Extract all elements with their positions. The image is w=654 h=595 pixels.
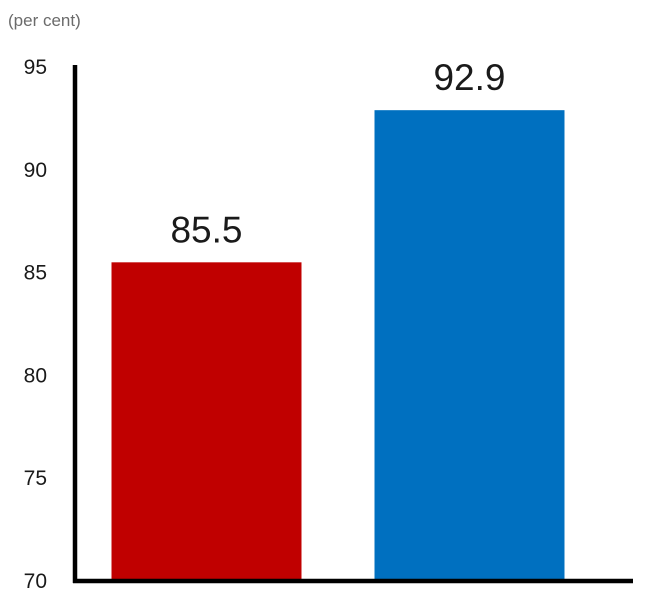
y-tick-label: 75 bbox=[24, 467, 47, 490]
y-tick-label: 90 bbox=[24, 159, 47, 182]
bar-1 bbox=[111, 262, 302, 579]
bar-value-label-2: 92.9 bbox=[433, 57, 505, 98]
y-axis-unit-label: (per cent) bbox=[8, 11, 81, 30]
y-tick-label: 70 bbox=[24, 570, 47, 593]
y-tick-label: 80 bbox=[24, 364, 47, 387]
y-tick-label: 95 bbox=[24, 56, 47, 79]
data-labels: 85.5 92.9 bbox=[170, 57, 505, 250]
bars bbox=[111, 110, 565, 580]
y-axis-ticks: 70 75 80 85 90 95 bbox=[24, 56, 47, 593]
bar-2 bbox=[374, 110, 565, 580]
y-tick-label: 85 bbox=[24, 262, 47, 285]
bar-value-label-1: 85.5 bbox=[170, 209, 242, 250]
